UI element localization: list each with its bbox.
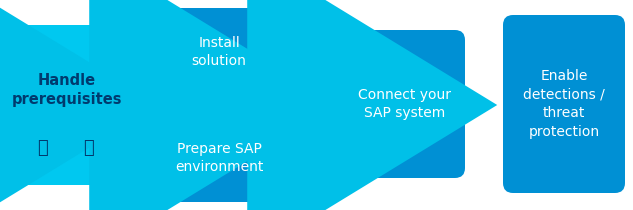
- FancyBboxPatch shape: [165, 114, 273, 202]
- FancyBboxPatch shape: [165, 8, 273, 96]
- Text: Install
solution: Install solution: [192, 36, 246, 68]
- Text: Connect your
SAP system: Connect your SAP system: [358, 88, 451, 120]
- Text: Handle
prerequisites: Handle prerequisites: [12, 73, 122, 107]
- Text: Prepare SAP
environment: Prepare SAP environment: [175, 142, 263, 174]
- FancyBboxPatch shape: [345, 30, 465, 178]
- Text: 🛡: 🛡: [37, 139, 47, 157]
- FancyBboxPatch shape: [8, 25, 126, 185]
- FancyBboxPatch shape: [503, 15, 625, 193]
- Text: 🗄: 🗄: [83, 139, 94, 157]
- Text: Enable
detections /
threat
protection: Enable detections / threat protection: [523, 69, 605, 139]
